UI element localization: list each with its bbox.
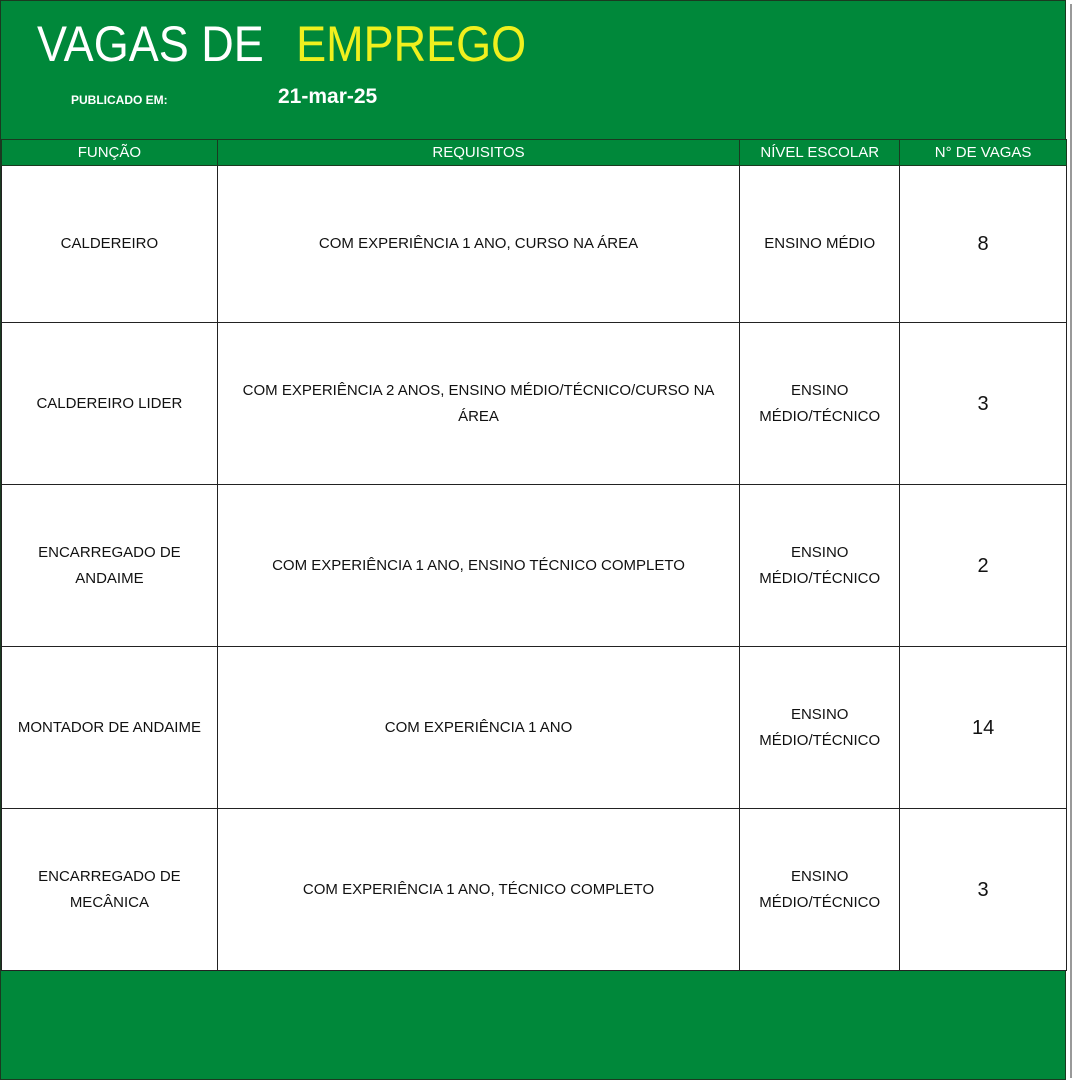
table-row: CALDEREIRO LIDER COM EXPERIÊNCIA 2 ANOS, … [1, 322, 1067, 485]
requisitos-cell: COM EXPERIÊNCIA 2 ANOS, ENSINO MÉDIO/TÉC… [216, 322, 741, 485]
table-row: CALDEREIRO COM EXPERIÊNCIA 1 ANO, CURSO N… [1, 165, 1067, 323]
funcao-cell: ENCARREGADO DE ANDAIME [1, 484, 218, 647]
funcao-cell: CALDEREIRO LIDER [1, 322, 218, 485]
nivel-cell: ENSINO MÉDIO/TÉCNICO [739, 484, 901, 647]
funcao-cell: ENCARREGADO DE MECÂNICA [1, 808, 218, 971]
requisitos-cell: COM EXPERIÊNCIA 1 ANO, ENSINO TÉCNICO CO… [216, 484, 741, 647]
nivel-cell: ENSINO MÉDIO/TÉCNICO [739, 808, 901, 971]
vagas-cell: 8 [899, 165, 1067, 323]
requisitos-cell: COM EXPERIÊNCIA 1 ANO, CURSO NA ÁREA [216, 165, 741, 323]
vagas-cell: 14 [899, 646, 1067, 809]
published-label: PUBLICADO EM: [71, 93, 168, 107]
nivel-cell: ENSINO MÉDIO/TÉCNICO [739, 322, 901, 485]
table-row: ENCARREGADO DE ANDAIME COM EXPERIÊNCIA 1 … [1, 484, 1067, 647]
vagas-cell: 3 [899, 322, 1067, 485]
nivel-cell: ENSINO MÉDIO/TÉCNICO [739, 646, 901, 809]
table-row: ENCARREGADO DE MECÂNICA COM EXPERIÊNCIA 1… [1, 808, 1067, 971]
published-date: 21-mar-25 [278, 85, 378, 108]
jobs-table: FUNÇÃO REQUISITOS NÍVEL ESCOLAR N° DE VA… [1, 139, 1067, 971]
vagas-cell: 2 [899, 484, 1067, 647]
title-white: VAGAS DE [37, 16, 264, 72]
page-edge [1070, 4, 1072, 1078]
col-vagas: N° DE VAGAS [899, 139, 1067, 166]
requisitos-cell: COM EXPERIÊNCIA 1 ANO [216, 646, 741, 809]
funcao-cell: CALDEREIRO [1, 165, 218, 323]
page-title: VAGAS DE EMPREGO [37, 15, 526, 73]
title-yellow: EMPREGO [296, 16, 527, 72]
funcao-cell: MONTADOR DE ANDAIME [1, 646, 218, 809]
col-funcao: FUNÇÃO [1, 139, 218, 166]
requisitos-cell: COM EXPERIÊNCIA 1 ANO, TÉCNICO COMPLETO [216, 808, 741, 971]
nivel-cell: ENSINO MÉDIO [739, 165, 901, 323]
table-row: MONTADOR DE ANDAIME COM EXPERIÊNCIA 1 ANO… [1, 646, 1067, 809]
col-nivel: NÍVEL ESCOLAR [739, 139, 901, 166]
col-requisitos: REQUISITOS [216, 139, 741, 166]
vagas-cell: 3 [899, 808, 1067, 971]
